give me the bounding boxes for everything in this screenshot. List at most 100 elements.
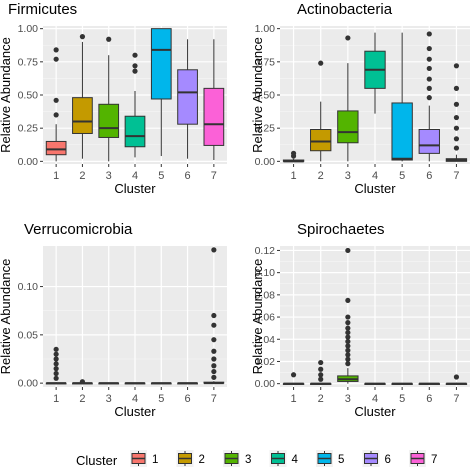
legend-label: 6 (385, 454, 391, 466)
outlier-point (318, 359, 324, 366)
y-tick-label: 0.25 (18, 123, 39, 135)
legend-label: 3 (245, 454, 251, 466)
box-iqr (203, 87, 225, 146)
outlier-point (211, 374, 217, 380)
outlier-point (453, 101, 460, 107)
x-tick-label: 1 (291, 170, 297, 182)
y-tick-label: 0.06 (255, 312, 276, 324)
outlier-point (53, 112, 59, 118)
outlier-point (426, 76, 432, 82)
outlier-point (106, 36, 112, 42)
outlier-point (453, 114, 460, 121)
panel-verrucomicrobia: 0.00 0.05 0.10 1 2 3 4 5 6 7 Verrucomicrobia Cluste… (0, 221, 227, 419)
y-tick-label: 0.10 (255, 267, 276, 279)
box-iqr (391, 102, 413, 161)
x-tick-label: 1 (53, 170, 59, 182)
y-axis-label: Relative Abundance (0, 37, 13, 153)
outlier-point (318, 366, 324, 372)
box-cluster-6 (177, 39, 198, 159)
x-tick-label: 6 (185, 170, 191, 182)
box-cluster-6 (418, 31, 440, 162)
outlier-point (426, 56, 432, 62)
panel-firmicutes: 0.00 0.25 0.50 0.75 1.00 1 2 3 4 5 6 7 Firmicutes Clu… (0, 1, 227, 196)
outlier-point (426, 95, 432, 101)
outlier-point (53, 356, 59, 362)
box-cluster-3 (337, 35, 359, 162)
x-tick-label: 3 (106, 170, 112, 182)
y-tick-label: 1.00 (255, 23, 276, 35)
outlier-point (345, 356, 351, 362)
outlier-point (132, 68, 138, 74)
outlier-point (453, 145, 460, 151)
x-axis-label: Cluster (354, 404, 396, 419)
x-tick-label: 6 (185, 393, 191, 405)
box-cluster-1 (45, 346, 67, 385)
box-cluster-4 (124, 382, 146, 385)
outlier-point (211, 247, 217, 253)
outlier-point (318, 60, 324, 66)
outlier-point (290, 150, 297, 156)
box-cluster-4 (124, 52, 146, 158)
y-tick-label: 0.05 (18, 329, 39, 341)
box-cluster-3 (337, 247, 359, 384)
panel-actinobacteria: 0.00 0.25 0.50 0.75 1.00 1 2 3 4 5 6 7 Actinobacteri… (250, 1, 470, 196)
legend-item-6: 6 (362, 450, 391, 467)
box-cluster-3 (98, 36, 120, 162)
x-tick-label: 2 (318, 393, 324, 405)
x-tick-label: 6 (426, 170, 432, 182)
outlier-point (53, 361, 59, 367)
y-tick-label: 0.12 (255, 245, 276, 257)
x-tick-label: 5 (158, 170, 164, 182)
y-tick-label: 0.75 (255, 56, 276, 68)
outlier-point (345, 325, 351, 331)
y-tick-label: 0.50 (255, 90, 276, 102)
outlier-point (453, 63, 460, 69)
box-iqr (310, 129, 332, 152)
legend-title: Cluster (76, 453, 118, 468)
box-cluster-7 (445, 63, 468, 162)
outlier-point (345, 297, 351, 304)
outlier-point (211, 348, 217, 354)
outlier-point (211, 368, 217, 375)
outlier-point (345, 247, 351, 254)
outlier-point (53, 366, 59, 372)
outlier-point (345, 343, 351, 349)
x-tick-label: 4 (372, 393, 378, 405)
outlier-point (211, 363, 217, 369)
x-tick-label: 7 (211, 170, 217, 182)
outlier-point (318, 376, 324, 382)
outlier-point (79, 34, 86, 40)
y-axis-label: Relative Abundance (250, 37, 265, 153)
legend-label: 1 (152, 454, 158, 466)
outlier-point (53, 351, 59, 357)
box-cluster-4 (364, 382, 386, 385)
x-tick-label: 3 (345, 170, 351, 182)
outlier-point (53, 47, 59, 53)
x-tick-label: 4 (372, 170, 378, 182)
outlier-point (345, 352, 351, 358)
x-tick-label: 5 (399, 170, 405, 182)
outlier-point (453, 136, 460, 142)
box-cluster-7 (445, 374, 468, 385)
box-iqr (45, 140, 67, 156)
x-tick-label: 3 (106, 393, 112, 405)
x-tick-label: 7 (453, 170, 459, 182)
box-iqr (124, 115, 146, 148)
box-cluster-6 (177, 382, 198, 385)
outlier-point (345, 329, 351, 336)
y-axis-label: Relative Abundance (0, 259, 13, 375)
x-axis-label: Cluster (114, 181, 156, 196)
x-tick-label: 5 (399, 393, 405, 405)
outlier-point (53, 346, 59, 352)
outlier-point (345, 338, 351, 345)
x-tick-label: 5 (158, 393, 164, 405)
x-tick-label: 1 (291, 393, 297, 405)
box-cluster-5 (150, 382, 172, 385)
outlier-point (345, 35, 351, 41)
box-cluster-2 (72, 379, 93, 385)
outlier-point (79, 379, 86, 385)
y-tick-label: 0.08 (255, 289, 276, 301)
y-tick-label: 0.25 (255, 123, 276, 135)
legend-label: 5 (338, 454, 344, 466)
